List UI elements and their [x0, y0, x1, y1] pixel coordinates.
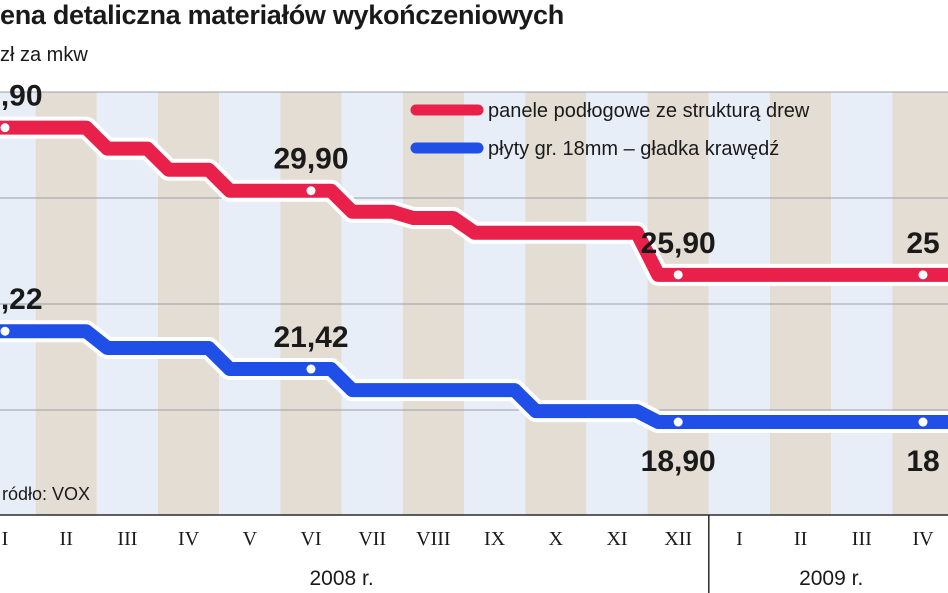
- data-label: 18: [906, 445, 939, 478]
- data-point-marker: [306, 186, 316, 196]
- data-label: 29,90: [273, 143, 348, 176]
- chart-unit-label: zł za mkw: [0, 44, 88, 66]
- data-label: 21,42: [273, 321, 348, 354]
- year-label: 2009 r.: [799, 567, 863, 590]
- x-tick-label: VI: [300, 528, 321, 550]
- data-point-marker: [918, 417, 928, 427]
- data-point-marker: [673, 270, 683, 280]
- x-tick-label: II: [794, 528, 807, 550]
- x-tick-label: I: [2, 528, 9, 550]
- data-point-marker: [0, 123, 10, 133]
- x-tick-label: VIII: [416, 528, 450, 550]
- x-tick-label: IV: [912, 528, 934, 550]
- x-tick-label: XII: [664, 528, 692, 550]
- x-tick-label: IX: [484, 528, 506, 550]
- data-label: 25,90: [641, 227, 716, 260]
- legend-label: płyty gr. 18mm – gładka krawędź: [488, 138, 779, 160]
- x-tick-label: XI: [606, 528, 627, 550]
- x-tick-label: X: [549, 528, 564, 550]
- series-line: [0, 324, 948, 430]
- x-tick-label: VII: [358, 528, 386, 550]
- x-tick-label: II: [60, 528, 73, 550]
- data-label: 23,22: [0, 283, 43, 316]
- x-tick-label: III: [852, 528, 872, 550]
- year-label: 2008 r.: [309, 567, 373, 590]
- data-point-marker: [306, 364, 316, 374]
- x-tick-label: V: [243, 528, 258, 550]
- x-tick-label: III: [117, 528, 137, 550]
- x-tick-label: I: [736, 528, 743, 550]
- data-point-markers: [0, 123, 928, 427]
- x-tick-label: IV: [178, 528, 200, 550]
- source-note: ródło: VOX: [2, 484, 90, 504]
- data-point-marker: [673, 417, 683, 427]
- chart-title: ena detaliczna materiałów wykończeniowyc…: [0, 0, 564, 30]
- gridlines: [0, 91, 948, 411]
- data-point-marker: [0, 326, 10, 336]
- legend: panele podłogowe ze strukturą drew płyty …: [410, 100, 810, 160]
- data-labels: 32,90 29,90 25,90 25 23,22 21,42 18,90 18: [0, 80, 940, 478]
- data-label: 25: [906, 227, 939, 260]
- data-label: 18,90: [641, 445, 716, 478]
- data-point-marker: [918, 270, 928, 280]
- legend-label: panele podłogowe ze strukturą drew: [488, 100, 810, 122]
- data-label: 32,90: [0, 80, 43, 113]
